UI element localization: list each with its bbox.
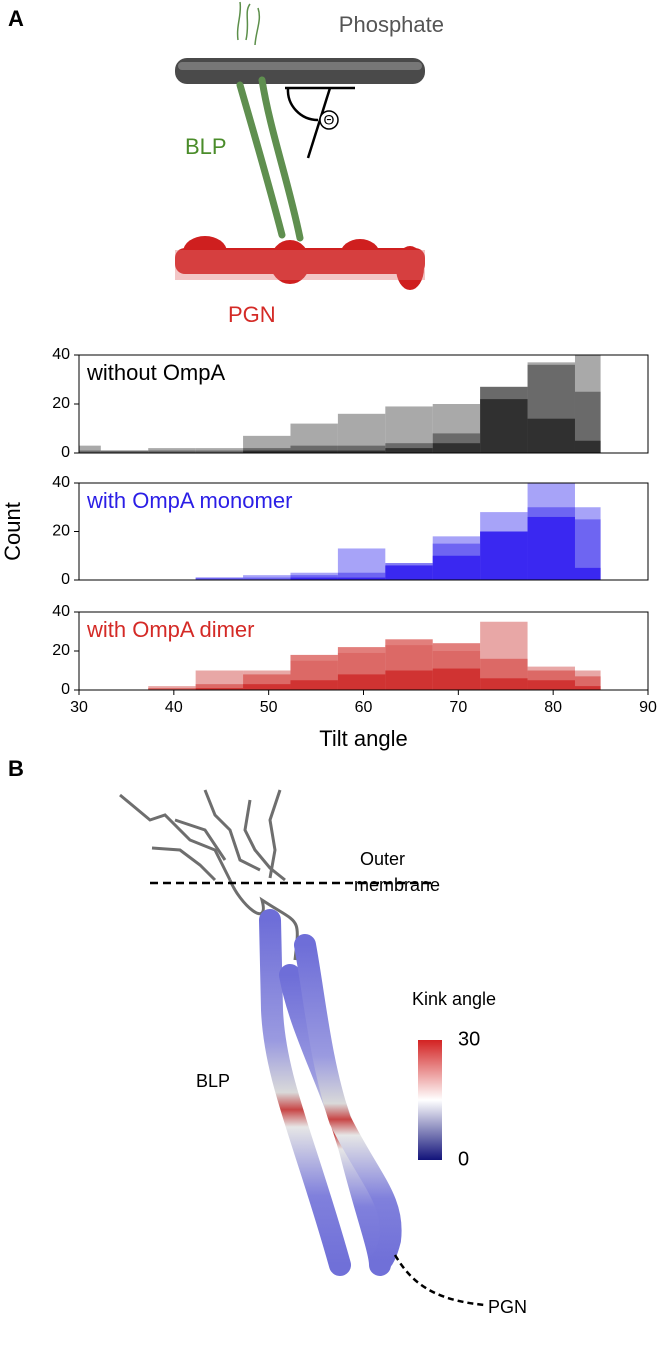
bar [385,448,433,453]
bar [243,450,291,453]
bar [385,565,433,580]
pgn-layer [175,236,425,290]
colorbar-tick-label: 0 [458,1148,469,1170]
colorbar [418,1040,442,1160]
bar [337,674,386,690]
bar [432,668,481,690]
panel-label: B [8,756,24,781]
bar [480,678,528,690]
angle-marker [285,86,355,159]
bar [243,684,291,690]
bar [148,450,196,453]
bar [527,516,575,580]
pgn-label: PGN [228,302,276,327]
bar [290,450,338,453]
x-tick-label: 50 [260,699,278,716]
x-tick-label: 70 [449,699,467,716]
colorbar-tick-label: 30 [458,1028,480,1050]
y-tick-label: 40 [52,603,70,620]
bar [337,445,386,453]
bar [243,577,291,580]
blp-tubes [259,909,402,1276]
bar [385,670,433,690]
lipid-sticks [119,789,299,961]
bar [195,684,244,690]
membrane-label: membrane [354,875,440,895]
bar [290,445,338,453]
bar [290,680,338,690]
bar [527,418,575,453]
bar [337,572,386,580]
y-tick-label: 20 [52,523,70,540]
x-axis-label: Tilt angle [319,726,407,751]
bar [79,445,101,453]
blp-helix [236,76,304,242]
x-tick-label: 60 [355,699,373,716]
colorbar-label: Kink angle [412,989,496,1009]
phosphate-layer [175,58,425,84]
bar [432,443,481,453]
x-tick-label: 30 [70,699,88,716]
bar [79,450,101,453]
x-tick-label: 90 [639,699,657,716]
panel-label: A [8,6,24,31]
bar [100,450,149,453]
phosphate-label: Phosphate [339,12,444,37]
y-tick-label: 20 [52,642,70,659]
membrane-label: Outer [360,849,405,869]
bar [195,688,244,690]
lipid-tails [236,1,261,46]
x-tick-label: 80 [544,699,562,716]
panel-title: with OmpA dimer [86,617,255,642]
bar [527,680,575,690]
bar [574,686,601,690]
bar [337,450,386,453]
pgn-link [393,1254,486,1307]
bar [195,577,244,580]
blp-label: BLP [185,134,227,159]
panel-title: with OmpA monomer [86,488,292,513]
bar [480,531,528,580]
histograms: 0 20 40 without OmpA 0 20 40 with OmpA monomer C… [0,346,657,751]
colorbar-ticks: 0 30 [458,1028,480,1170]
bar [574,440,601,453]
y-tick-label: 40 [52,346,70,363]
bar [337,577,386,580]
theta: Θ [324,112,335,128]
bar [574,567,601,580]
x-tick-label: 40 [165,699,183,716]
y-tick-label: 20 [52,395,70,412]
y-tick-label: 0 [61,681,70,698]
panel-title: without OmpA [86,360,225,385]
bar [432,555,481,580]
bar [195,450,244,453]
bar [480,399,528,453]
blp-label: BLP [196,1071,230,1091]
y-tick-label: 0 [61,444,70,461]
bar [148,688,196,690]
pgn-label: PGN [488,1297,527,1317]
y-tick-label: 40 [52,474,70,491]
y-axis-label: Count [0,502,25,561]
y-tick-label: 0 [61,571,70,588]
theta-circle [319,110,339,130]
bar [290,577,338,580]
